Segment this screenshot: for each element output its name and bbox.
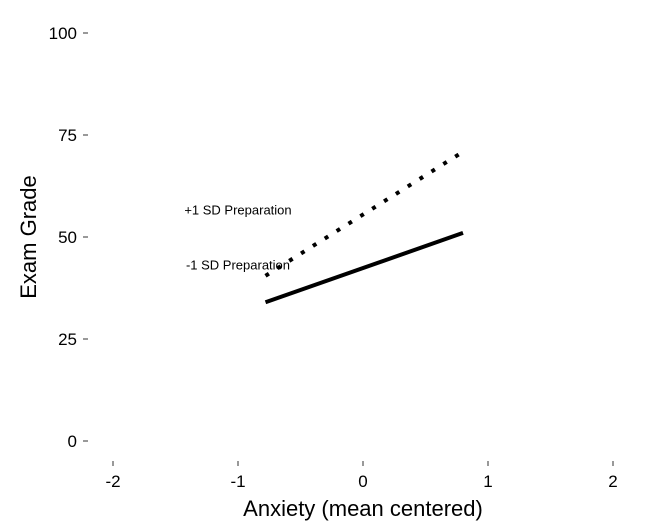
y-axis-title: Exam Grade (16, 175, 41, 299)
y-tick-label: 75 (58, 126, 77, 145)
annotation-layer: +1 SD Preparation -1 SD Preparation (184, 203, 291, 273)
y-tick-label: 0 (68, 432, 77, 451)
series-annotation: -1 SD Preparation (186, 258, 290, 273)
x-axis-title: Anxiety (mean centered) (243, 496, 483, 521)
y-tick-label: 50 (58, 228, 77, 247)
series-line-plus-1sd (264, 151, 462, 278)
x-tick-label: 2 (608, 472, 617, 491)
x-tick-label: 0 (358, 472, 367, 491)
x-tick-label: 1 (483, 472, 492, 491)
y-tick-label: 100 (49, 24, 77, 43)
y-axis: 0 25 50 75 100 (49, 24, 88, 451)
y-tick-label: 25 (58, 330, 77, 349)
series-layer (264, 151, 464, 305)
x-tick-label: -2 (105, 472, 120, 491)
x-axis: -2 -1 0 1 2 (105, 461, 618, 491)
x-tick-label: -1 (230, 472, 245, 491)
series-line-minus-1sd (264, 231, 464, 305)
series-annotation: +1 SD Preparation (184, 203, 291, 218)
